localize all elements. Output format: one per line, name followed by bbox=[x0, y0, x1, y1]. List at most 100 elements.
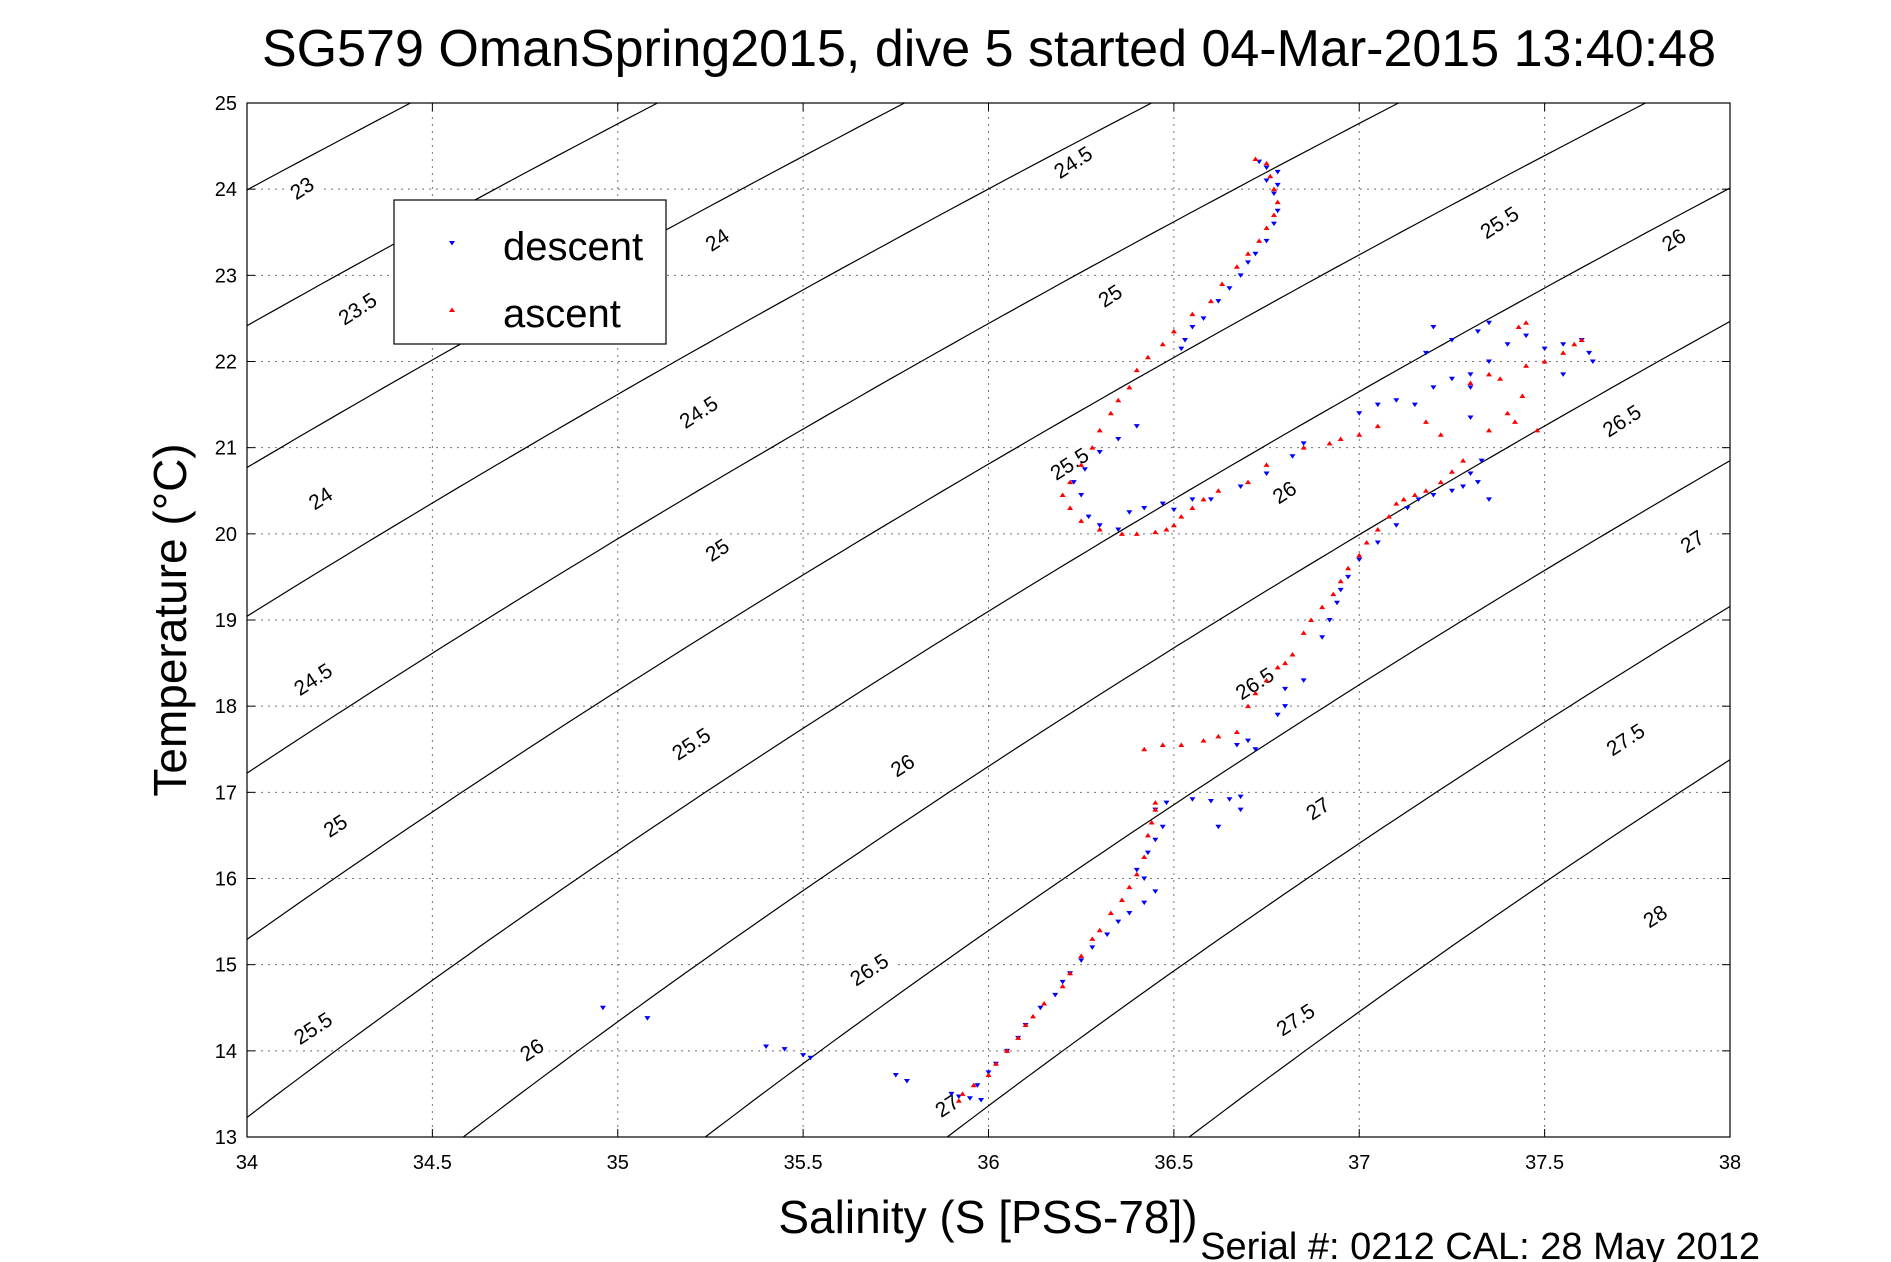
descent-point bbox=[1104, 932, 1111, 938]
ascent-point bbox=[1422, 419, 1429, 424]
descent-point bbox=[1486, 359, 1493, 364]
descent-point bbox=[1478, 458, 1485, 464]
ascent-point bbox=[1523, 320, 1530, 325]
y-tick-label: 18 bbox=[215, 696, 237, 718]
ascent-point bbox=[1215, 733, 1222, 739]
descent-point bbox=[1263, 165, 1270, 171]
isopycnal-27.5 bbox=[946, 605, 1730, 1137]
ascent-point bbox=[1022, 1022, 1029, 1027]
descent-point bbox=[1404, 505, 1411, 511]
chart-title: SG579 OmanSpring2015, dive 5 started 04-… bbox=[262, 20, 1716, 78]
ascent-point bbox=[1245, 703, 1252, 709]
ascent-point bbox=[1274, 664, 1281, 670]
descent-point bbox=[1215, 824, 1222, 830]
ascent-point bbox=[1515, 324, 1522, 330]
descent-point bbox=[1356, 557, 1363, 563]
isopycnal-label-bg bbox=[698, 221, 736, 257]
ascent-point bbox=[1345, 565, 1352, 571]
isopycnal-label-bg bbox=[1226, 659, 1283, 707]
ascent-point bbox=[1337, 436, 1344, 442]
x-tick-label: 38 bbox=[1719, 1152, 1741, 1174]
descent-point bbox=[1070, 480, 1077, 485]
ascent-point bbox=[992, 1061, 999, 1066]
ascent-point bbox=[1263, 160, 1270, 166]
ascent-point bbox=[1511, 419, 1518, 424]
ascent-point bbox=[1078, 462, 1085, 467]
ascent-point bbox=[1233, 264, 1240, 269]
x-tick-label: 35.5 bbox=[784, 1152, 823, 1174]
isopycnal-label-bg bbox=[698, 532, 736, 567]
descent-point bbox=[1178, 346, 1185, 352]
isopycnal-26.5 bbox=[462, 320, 1730, 1137]
ascent-point bbox=[1096, 427, 1103, 433]
descent-point bbox=[1085, 514, 1092, 520]
isopycnal-label-bg bbox=[1041, 439, 1097, 487]
x-tick-label: 37 bbox=[1348, 1152, 1370, 1174]
descent-point bbox=[1274, 208, 1281, 214]
descent-point bbox=[1226, 286, 1233, 291]
ascent-point bbox=[1270, 186, 1277, 192]
descent-point bbox=[1141, 900, 1148, 906]
isopycnal-label-bg bbox=[1654, 221, 1692, 257]
y-tick-label: 17 bbox=[215, 782, 237, 804]
isopycnal-25.5 bbox=[247, 103, 1647, 941]
descent-point bbox=[1282, 704, 1289, 709]
descent-point bbox=[1467, 372, 1474, 377]
x-tick-label: 34.5 bbox=[413, 1152, 452, 1174]
descent-point bbox=[1152, 889, 1159, 894]
y-tick-label: 14 bbox=[215, 1041, 237, 1063]
ascent-point bbox=[1486, 371, 1493, 377]
x-tick-label: 35 bbox=[607, 1152, 629, 1174]
ascent-point bbox=[1263, 677, 1270, 683]
ascent-point bbox=[970, 1082, 977, 1088]
ascent-point bbox=[1411, 492, 1418, 498]
legend-ascent-marker bbox=[449, 307, 455, 312]
descent-point bbox=[1422, 350, 1429, 356]
descent-point bbox=[1474, 329, 1481, 334]
descent-point bbox=[1393, 398, 1400, 403]
descent-point bbox=[1274, 182, 1281, 188]
descent-point bbox=[1126, 510, 1133, 515]
isopycnal-label-bg bbox=[1091, 277, 1129, 313]
ascent-point bbox=[1337, 578, 1344, 584]
ascent-point bbox=[1152, 529, 1159, 535]
ascent-point bbox=[1118, 897, 1125, 903]
descent-point bbox=[892, 1072, 899, 1078]
ascent-point bbox=[1326, 440, 1333, 446]
x-tick-label: 37.5 bbox=[1525, 1152, 1564, 1174]
descent-point bbox=[1467, 471, 1474, 477]
descent-point bbox=[1486, 320, 1493, 326]
isopycnal-label-bg bbox=[1636, 898, 1674, 934]
descent-point bbox=[948, 1091, 955, 1097]
ascent-point bbox=[1374, 423, 1381, 429]
ascent-point bbox=[1078, 518, 1085, 523]
isopycnal-label-bg bbox=[928, 1087, 966, 1123]
descent-point bbox=[1467, 385, 1474, 390]
descent-point bbox=[1133, 867, 1140, 873]
ascent-point bbox=[1178, 742, 1185, 747]
descent-series bbox=[599, 159, 1596, 1103]
ascent-point bbox=[1245, 251, 1252, 256]
ascent-point bbox=[1115, 397, 1122, 403]
descent-point bbox=[1096, 523, 1103, 528]
descent-point bbox=[1252, 251, 1259, 257]
descent-point bbox=[1263, 471, 1270, 477]
descent-point bbox=[644, 1016, 651, 1021]
ascent-point bbox=[1189, 311, 1196, 317]
descent-point bbox=[1207, 798, 1214, 804]
y-tick-label: 21 bbox=[215, 438, 237, 460]
ascent-point bbox=[1141, 854, 1148, 859]
ascent-point bbox=[1571, 341, 1578, 347]
isopycnal-label-bg bbox=[1265, 474, 1303, 510]
isopycnal-label-bg bbox=[1471, 198, 1527, 246]
descent-point bbox=[1374, 540, 1381, 545]
ascent-point bbox=[1059, 492, 1066, 498]
y-axis-ticks: 13 14 15 16 17 18 19 20 21 22 23 24 25 bbox=[215, 93, 1730, 1149]
isopycnal-28 bbox=[1188, 758, 1730, 1137]
isopycnal-label-bg bbox=[301, 480, 339, 516]
ascent-point bbox=[1233, 729, 1240, 735]
descent-point bbox=[781, 1047, 788, 1052]
isopycnal-label-bg bbox=[282, 170, 321, 205]
ascent-point bbox=[1504, 410, 1511, 416]
descent-point bbox=[1159, 824, 1166, 830]
